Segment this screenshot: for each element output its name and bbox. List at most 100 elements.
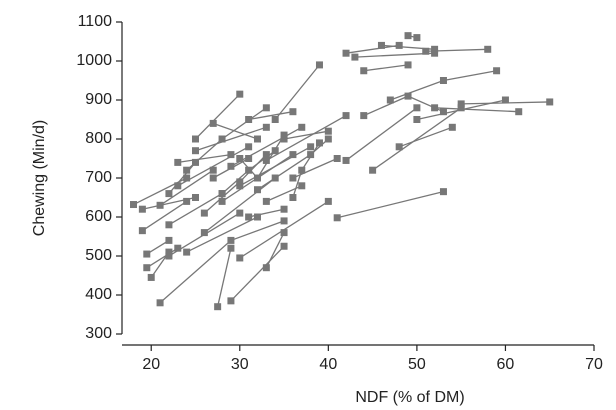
series-line	[372, 107, 462, 171]
data-point	[183, 166, 191, 174]
series-line	[168, 193, 223, 226]
data-point	[298, 123, 306, 131]
series-line	[248, 111, 294, 121]
data-point	[262, 151, 270, 159]
data-point	[227, 297, 235, 305]
data-point	[227, 162, 235, 170]
data-point	[360, 112, 368, 120]
data-point	[280, 205, 288, 213]
data-point	[448, 123, 456, 131]
data-point	[271, 147, 279, 155]
data-point	[324, 197, 332, 205]
data-point	[395, 41, 403, 49]
y-tick-label: 400	[85, 286, 112, 303]
data-point	[360, 67, 368, 75]
data-point	[209, 166, 217, 174]
data-point	[165, 248, 173, 256]
data-point	[315, 61, 323, 69]
data-point	[236, 178, 244, 186]
data-point	[200, 209, 208, 217]
data-point	[307, 143, 315, 151]
data-point	[307, 151, 315, 159]
data-point	[289, 151, 297, 159]
data-point	[165, 236, 173, 244]
x-tick-label: 50	[408, 356, 426, 373]
data-point	[245, 213, 253, 221]
data-point	[174, 158, 182, 166]
data-point	[413, 34, 421, 42]
data-point	[289, 174, 297, 182]
data-point	[280, 135, 288, 143]
data-point	[236, 254, 244, 262]
data-point	[280, 131, 288, 139]
y-tick-label: 800	[85, 130, 112, 147]
series-line	[142, 200, 188, 232]
data-point	[236, 90, 244, 98]
data-point	[333, 214, 341, 222]
y-tick-label: 700	[85, 169, 112, 186]
data-point	[192, 147, 200, 155]
data-point	[174, 182, 182, 190]
data-point	[315, 139, 323, 147]
data-point	[324, 127, 332, 135]
data-point	[192, 135, 200, 143]
data-point	[342, 49, 350, 57]
series-line	[168, 161, 196, 195]
data-point	[386, 96, 394, 104]
data-point	[227, 236, 235, 244]
data-point	[192, 194, 200, 201]
data-point	[493, 67, 501, 75]
series-line	[363, 64, 409, 72]
data-point	[422, 47, 430, 55]
y-tick-label: 1000	[76, 52, 112, 69]
data-point	[183, 174, 191, 182]
x-axis-label: NDF (% of DM)	[355, 389, 464, 406]
series-line	[248, 208, 285, 218]
x-tick-label: 60	[497, 356, 515, 373]
y-tick-label: 900	[85, 91, 112, 108]
data-point	[439, 188, 447, 196]
data-point	[404, 92, 412, 100]
series-line	[146, 239, 170, 255]
data-point	[130, 201, 138, 209]
series-line	[266, 185, 303, 202]
data-point	[253, 174, 261, 182]
data-point	[351, 53, 359, 61]
data-point	[262, 104, 270, 112]
data-point	[236, 182, 244, 190]
data-point	[143, 264, 151, 272]
data-point	[253, 186, 261, 194]
data-point	[147, 273, 155, 281]
series-line	[266, 115, 347, 162]
data-point	[546, 98, 554, 106]
y-tick-label: 1100	[78, 13, 113, 30]
data-point	[218, 190, 226, 198]
data-point	[227, 244, 235, 252]
series-line	[434, 107, 519, 113]
data-point	[262, 123, 270, 131]
data-point	[183, 197, 191, 205]
series-line	[265, 232, 285, 268]
data-point	[289, 194, 297, 201]
data-point	[413, 116, 421, 123]
data-point	[333, 155, 341, 162]
data-point	[143, 250, 151, 258]
series-line	[217, 248, 232, 307]
data-point	[245, 155, 253, 162]
data-point	[262, 197, 270, 205]
series-line	[177, 153, 232, 164]
data-point	[236, 209, 244, 217]
data-point	[280, 229, 288, 237]
data-point	[253, 213, 261, 221]
series-line	[195, 126, 267, 152]
series-line	[337, 191, 444, 219]
data-point	[271, 116, 279, 123]
data-point	[236, 155, 244, 162]
data-point	[484, 45, 492, 53]
data-point	[298, 166, 306, 174]
y-axis-label: Chewing (Min/d)	[31, 120, 48, 236]
data-point	[324, 135, 332, 143]
data-point	[192, 158, 200, 166]
series-line	[159, 220, 285, 304]
data-point	[342, 156, 350, 164]
